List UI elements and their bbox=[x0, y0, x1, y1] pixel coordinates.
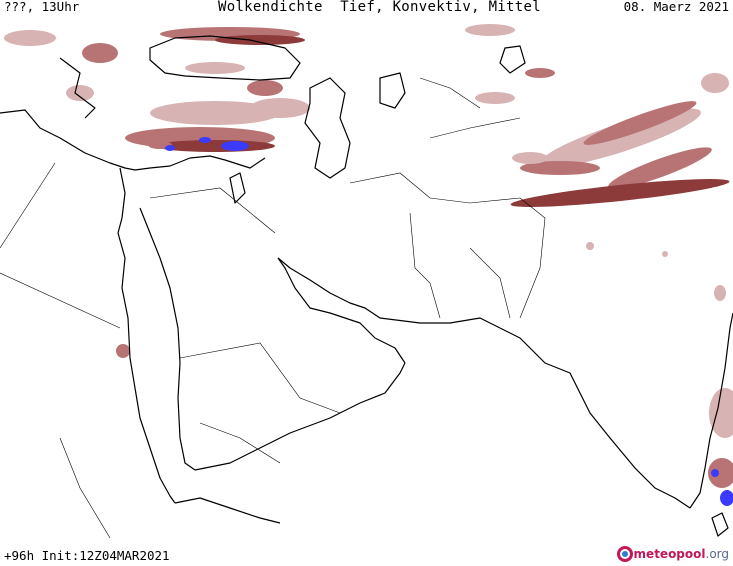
weather-map bbox=[0, 24, 733, 539]
logo-brand: meteopool bbox=[633, 547, 706, 561]
logo-tld: .org bbox=[705, 547, 730, 561]
political-borders bbox=[0, 77, 546, 539]
logo-text: meteopool.org bbox=[634, 547, 729, 561]
forecast-time-label: ???, 13Uhr bbox=[4, 0, 80, 14]
forecast-date: 08. Maerz 2021 bbox=[623, 0, 729, 14]
coastlines bbox=[0, 35, 733, 537]
forecast-init-label: +96h Init:12Z04MAR2021 bbox=[4, 548, 170, 563]
cloud-density-layer bbox=[4, 24, 733, 506]
meteopool-globe-icon bbox=[616, 546, 633, 562]
map-title: Wolkendichte Tief, Konvektiv, Mittel bbox=[218, 0, 541, 15]
meteopool-logo[interactable]: meteopool.org bbox=[616, 544, 729, 564]
